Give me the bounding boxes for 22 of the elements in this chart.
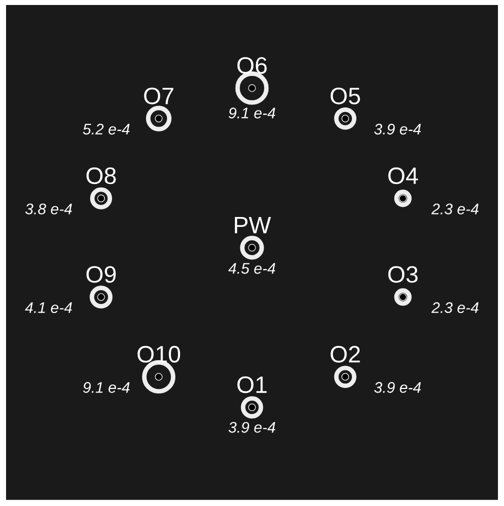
data-label: 9.1 e-4 <box>228 108 276 118</box>
category-label: O7 <box>144 88 174 104</box>
data-label: 9.1 e-4 <box>83 382 130 393</box>
data-label: 3.9 e-4 <box>228 422 276 433</box>
category-label: O1 <box>237 376 267 394</box>
data-label: 2.3 e-4 <box>431 204 478 214</box>
data-label: 3.8 e-4 <box>25 204 72 214</box>
data-label: 2.3 e-4 <box>431 302 478 314</box>
data-label: 4.5 e-4 <box>228 263 276 274</box>
category-label: O6 <box>237 57 267 74</box>
category-label: O9 <box>86 266 116 283</box>
category-label: O5 <box>330 88 360 104</box>
data-label: 3.9 e-4 <box>374 124 421 135</box>
category-label: O2 <box>330 346 360 363</box>
data-label: 3.9 e-4 <box>374 382 421 393</box>
category-label: O4 <box>388 167 418 184</box>
category-label: O10 <box>138 346 180 363</box>
data-label: 4.1 e-4 <box>25 302 72 314</box>
data-label: 5.2 e-4 <box>82 124 130 135</box>
category-label: O8 <box>86 167 116 184</box>
category-label: O3 <box>388 266 418 283</box>
category-label: PW <box>234 216 271 234</box>
